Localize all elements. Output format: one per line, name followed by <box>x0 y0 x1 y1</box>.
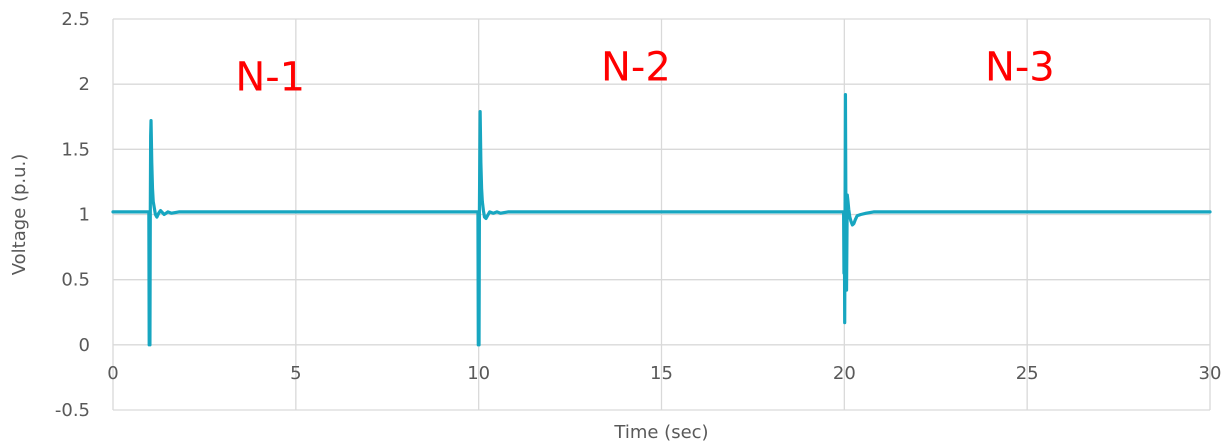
annotation-label: N-3 <box>985 44 1055 90</box>
x-axis-title: Time (sec) <box>613 422 708 443</box>
annotation-label: N-1 <box>235 55 305 101</box>
x-tick-label: 30 <box>1199 363 1222 384</box>
y-tick-label: -0.5 <box>55 400 90 421</box>
y-tick-label: 2.5 <box>61 9 90 30</box>
annotations: N-1 N-2 N-3 <box>235 44 1054 100</box>
y-tick-label: 0 <box>79 335 90 356</box>
x-tick-label: 25 <box>1016 363 1039 384</box>
x-tick-label: 10 <box>467 363 490 384</box>
y-tick-label: 1 <box>79 205 90 226</box>
tick-labels: -0.5 0 0.5 1 1.5 2 2.5 0 5 10 15 20 25 30 <box>55 9 1222 421</box>
x-tick-label: 20 <box>833 363 856 384</box>
gridlines <box>112 18 1211 411</box>
x-tick-label: 5 <box>290 363 301 384</box>
y-tick-label: 1.5 <box>61 139 90 160</box>
annotation-label: N-2 <box>601 44 671 90</box>
x-tick-label: 15 <box>650 363 673 384</box>
voltage-series-line <box>111 92 1212 347</box>
y-axis-title: Voltage (p.u.) <box>9 154 30 276</box>
y-tick-label: 2 <box>79 74 90 95</box>
y-tick-label: 0.5 <box>61 270 90 291</box>
x-tick-label: 0 <box>107 363 118 384</box>
series-layer <box>111 92 1212 347</box>
